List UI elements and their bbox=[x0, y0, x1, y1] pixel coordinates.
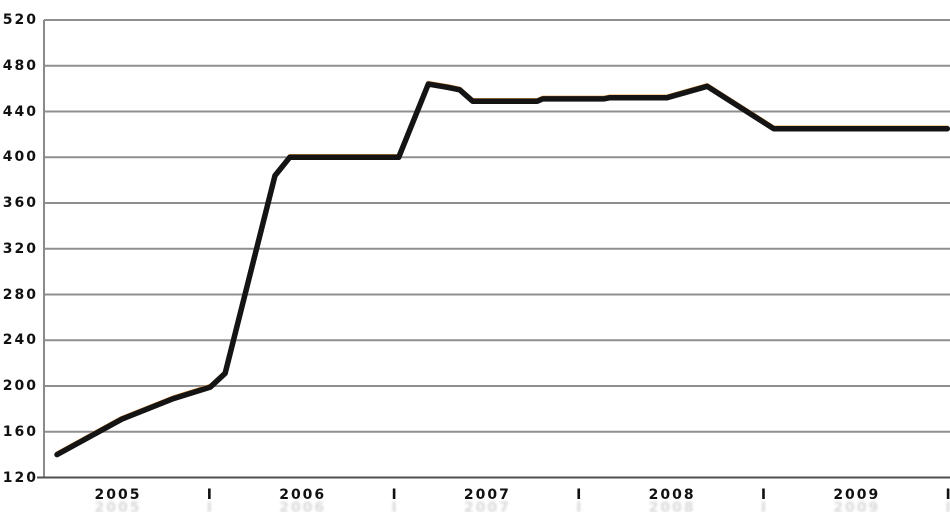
x-axis-tick-ghost-7: I bbox=[760, 500, 769, 512]
y-axis-tick-label-200: 200 bbox=[2, 378, 38, 394]
x-axis-tick-ghost-6: 2008 bbox=[648, 500, 696, 512]
y-axis-tick-label-240: 240 bbox=[2, 332, 38, 349]
x-axis-tick-ghost-9: I bbox=[914, 500, 950, 512]
x-axis-tick-ghost-0: 2005 bbox=[94, 500, 142, 512]
y-axis-tick-label-360: 360 bbox=[2, 195, 38, 211]
x-axis-tick-ghost-3: I bbox=[391, 500, 399, 512]
x-axis-tick-label-5: I bbox=[576, 487, 584, 503]
x-axis-tick-label-2: 2006 bbox=[279, 487, 327, 503]
x-axis-tick-ghost-1: I bbox=[206, 500, 214, 512]
x-axis-tick-label-8: 2009 bbox=[833, 487, 881, 503]
x-axis-tick-ghost-5: I bbox=[576, 500, 584, 512]
x-axis-tick-ghost-4: 2007 bbox=[463, 500, 511, 512]
x-axis-tick-label-4: 2007 bbox=[463, 487, 511, 503]
x-axis-tick-label-0: 2005 bbox=[94, 487, 142, 503]
y-axis-tick-label-280: 280 bbox=[2, 286, 38, 303]
x-axis-tick-ghost-8: 2009 bbox=[833, 500, 881, 512]
y-axis-tick-label-160: 160 bbox=[2, 423, 38, 440]
x-axis-tick-label-9: I bbox=[914, 487, 950, 503]
y-axis-tick-label-320: 320 bbox=[2, 240, 38, 257]
x-axis-tick-ghost-2: 2006 bbox=[279, 500, 327, 512]
x-axis-tick-label-7: I bbox=[760, 487, 769, 503]
y-axis-tick-label-120: 120 bbox=[2, 469, 38, 486]
x-axis-tick-label-3: I bbox=[391, 487, 399, 503]
y-axis-tick-label-440: 440 bbox=[2, 103, 38, 120]
x-axis-tick-label-6: 2008 bbox=[648, 487, 696, 503]
y-axis-tick-label-400: 400 bbox=[2, 149, 38, 166]
y-axis-tick-label-520: 520 bbox=[2, 12, 38, 28]
series-main-black-line bbox=[54, 81, 950, 458]
series-underlay-orange-line bbox=[55, 80, 950, 455]
y-axis-tick-label-480: 480 bbox=[2, 57, 38, 74]
x-axis-tick-label-1: I bbox=[206, 487, 214, 503]
